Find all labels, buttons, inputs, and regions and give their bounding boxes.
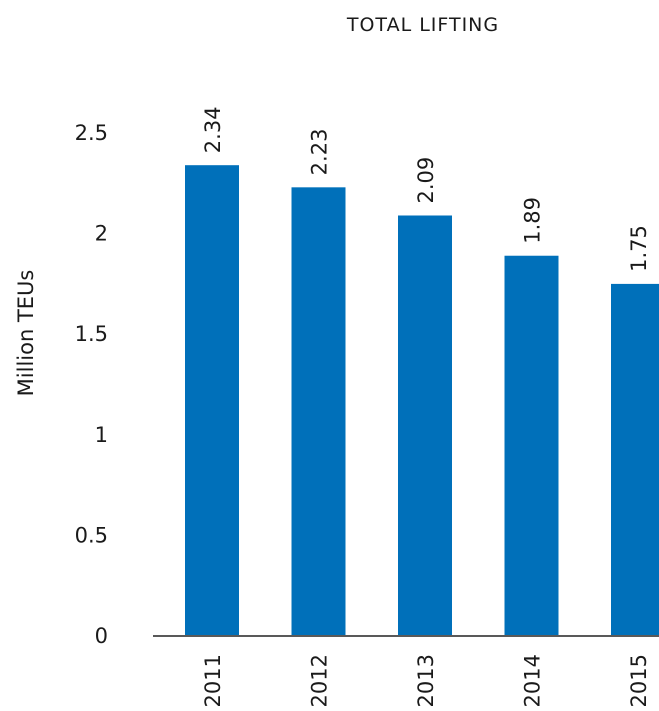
data-labels: 2.34 2.23 2.09 1.89 1.75 xyxy=(201,106,651,271)
bar-2012 xyxy=(291,187,346,636)
y-tick-label: 2 xyxy=(95,222,108,246)
data-label-2015: 1.75 xyxy=(627,225,651,272)
y-tick-label: 2.5 xyxy=(75,121,108,145)
bar-2011 xyxy=(185,165,239,636)
data-label-2012: 2.23 xyxy=(308,129,332,176)
y-axis-ticks: 0 0.5 1 1.5 2 2.5 xyxy=(75,121,108,648)
x-tick-label-2011: 2011 xyxy=(201,654,225,707)
x-tick-label-2014: 2014 xyxy=(521,654,545,707)
bar-2013 xyxy=(398,215,452,636)
y-tick-label: 1.5 xyxy=(75,322,108,346)
bar-2015 xyxy=(611,283,659,636)
x-axis-ticks: 2011 2012 2013 2014 2015 xyxy=(201,654,651,707)
chart-title: TOTAL LIFTING xyxy=(346,14,499,36)
x-tick-label-2013: 2013 xyxy=(414,654,438,707)
x-tick-label-2012: 2012 xyxy=(308,654,332,707)
data-label-2014: 1.89 xyxy=(521,197,545,244)
x-tick-label-2015: 2015 xyxy=(627,654,651,707)
y-axis-label: Million TEUs xyxy=(14,270,38,397)
bars xyxy=(185,165,659,636)
y-tick-label: 1 xyxy=(95,423,108,447)
data-label-2013: 2.09 xyxy=(414,157,438,204)
y-tick-label: 0 xyxy=(95,624,108,648)
bar-2014 xyxy=(504,255,559,636)
data-label-2011: 2.34 xyxy=(201,106,225,153)
y-tick-label: 0.5 xyxy=(75,523,108,547)
